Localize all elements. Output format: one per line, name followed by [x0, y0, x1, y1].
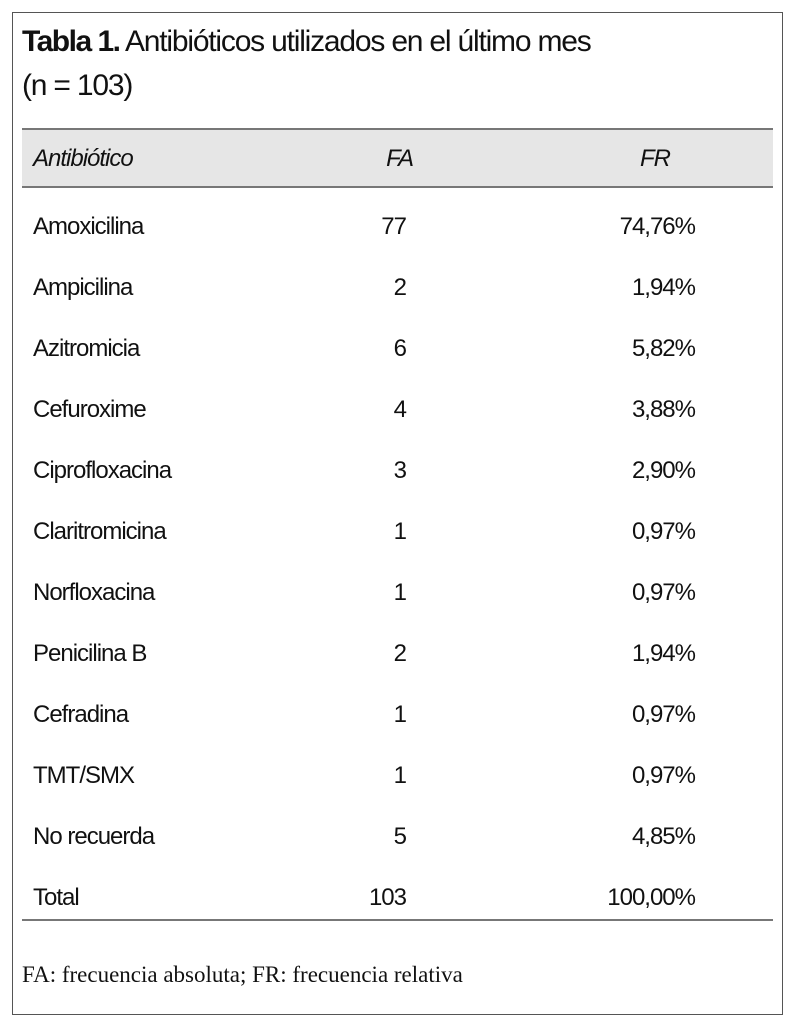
antibiotic-name: Norfloxacina — [33, 579, 155, 606]
table-row: Claritromicina 1 0,97% — [22, 493, 773, 554]
fa-value: 77 — [381, 213, 407, 240]
fa-value: 1 — [393, 579, 407, 606]
table-row: Cefuroxime 4 3,88% — [22, 371, 773, 432]
header-fr: FR — [640, 145, 671, 172]
footnote: FA: frecuencia absoluta; FR: frecuencia … — [22, 962, 463, 987]
table-row: No recuerda 5 4,85% — [22, 798, 773, 859]
fa-value: 2 — [393, 640, 407, 667]
fa-value: 5 — [393, 823, 407, 850]
table-frame — [12, 12, 783, 1015]
fa-value: 4 — [393, 396, 407, 423]
table-row: Amoxicilina 77 74,76% — [22, 188, 773, 249]
antibiotic-name: Cefradina — [33, 701, 129, 728]
fr-value: 100,00% — [607, 884, 696, 911]
antibiotic-name: TMT/SMX — [33, 762, 135, 789]
fr-value: 0,97% — [631, 762, 696, 789]
table-row: TMT/SMX 1 0,97% — [22, 737, 773, 798]
fr-value: 0,97% — [631, 518, 696, 545]
table-row: Total 103 100,00% — [22, 859, 773, 920]
table-subtitle: (n = 103) — [22, 69, 133, 102]
fa-value: 3 — [393, 457, 407, 484]
fr-value: 0,97% — [631, 579, 696, 606]
table-row: Azitromicia 6 5,82% — [22, 310, 773, 371]
fr-value: 1,94% — [631, 640, 696, 667]
fr-value: 2,90% — [631, 457, 696, 484]
fr-value: 3,88% — [631, 396, 696, 423]
antibiotic-name: Ciprofloxacina — [33, 457, 172, 484]
fr-value: 4,85% — [631, 823, 696, 850]
fr-value: 5,82% — [631, 335, 696, 362]
table-row: Penicilina B 2 1,94% — [22, 615, 773, 676]
table-row: Ampicilina 2 1,94% — [22, 249, 773, 310]
fr-value: 1,94% — [631, 274, 696, 301]
table-row: Cefradina 1 0,97% — [22, 676, 773, 737]
table-title: Tabla 1. Antibióticos utilizados en el ú… — [22, 20, 592, 108]
antibiotic-name: Penicilina B — [33, 640, 147, 667]
fa-value: 2 — [393, 274, 407, 301]
antibiotic-name: Azitromicia — [33, 335, 140, 362]
table-body: Amoxicilina 77 74,76% Ampicilina 2 1,94% Azitr… — [22, 188, 773, 920]
fa-value: 6 — [393, 335, 407, 362]
antibiotic-name: Claritromicina — [33, 518, 167, 545]
header-antibiotico: Antibiótico — [33, 145, 134, 172]
fa-value: 1 — [393, 762, 407, 789]
table-label: Tabla 1. — [22, 25, 121, 58]
fa-value: 1 — [393, 518, 407, 545]
antibiotic-name: Amoxicilina — [33, 213, 144, 240]
fr-value: 74,76% — [619, 213, 696, 240]
table-header: Antibiótico FA FR — [22, 128, 773, 188]
antibiotic-name: Cefuroxime — [33, 396, 147, 423]
table-caption: Antibióticos utilizados en el último mes — [124, 25, 592, 58]
antibiotic-name: Ampicilina — [33, 274, 133, 301]
header-fa: FA — [386, 145, 414, 172]
antibiotic-name: Total — [33, 884, 80, 911]
fa-value: 103 — [368, 884, 407, 911]
table-row: Ciprofloxacina 3 2,90% — [22, 432, 773, 493]
antibiotic-name: No recuerda — [33, 823, 155, 850]
fr-value: 0,97% — [631, 701, 696, 728]
table-bottom-rule — [22, 919, 773, 921]
table-row: Norfloxacina 1 0,97% — [22, 554, 773, 615]
fa-value: 1 — [393, 701, 407, 728]
